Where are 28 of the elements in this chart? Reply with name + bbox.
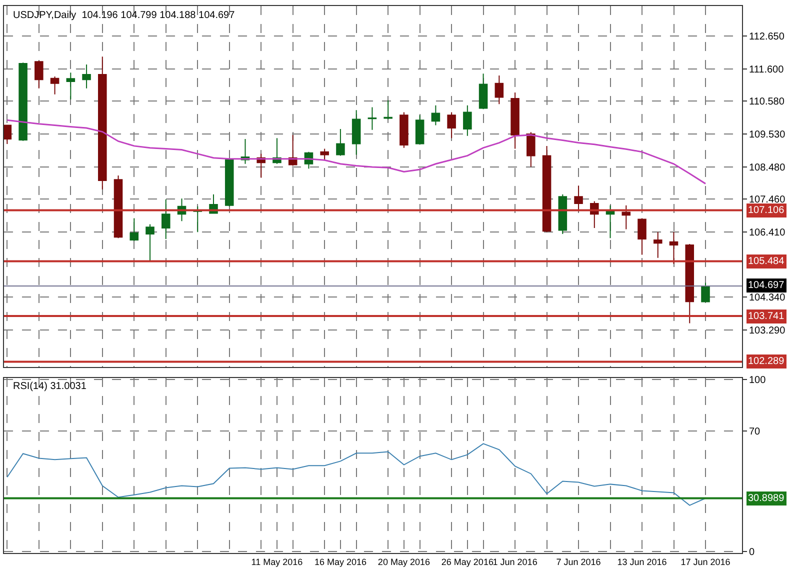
y-tick-label: 111.600 [749, 64, 784, 76]
y-tick-label: 0 [749, 546, 755, 558]
ref-line-label: 105.484 [748, 256, 785, 267]
x-tick-label: 11 May 2016 [251, 556, 303, 567]
ref-line-label: 103.741 [748, 311, 785, 322]
x-tick-label: 16 May 2016 [314, 556, 366, 567]
y-tick-label: 110.580 [749, 96, 785, 108]
x-tick-label: 7 Jun 2016 [556, 556, 601, 567]
y-tick-label: 107.460 [749, 194, 786, 206]
x-tick-label: 13 Jun 2016 [617, 556, 667, 567]
y-tick-label: 112.650 [749, 31, 785, 42]
x-tick-label: 26 May 2016 [441, 556, 494, 567]
y-tick-label: 70 [749, 426, 761, 438]
ref-line-label: 102.289 [748, 356, 785, 367]
y-tick-label: 106.410 [749, 228, 786, 239]
y-tick-label: 103.290 [749, 326, 786, 337]
chart-title: RSI(14) 31.0031 [13, 381, 87, 392]
chart-title: USDJPY,Daily 104.196 104.799 104.188 104.697 [13, 10, 236, 21]
ref-line-label: 107.106 [748, 205, 785, 216]
y-tick-label: 104.340 [749, 292, 786, 304]
x-tick-label: 17 Jun 2016 [680, 556, 730, 567]
y-tick-label: 100 [749, 375, 766, 386]
ref-line-label: 104.697 [748, 280, 785, 291]
ref-line-label: 30.8989 [748, 493, 785, 504]
y-tick-label: 108.480 [749, 162, 786, 174]
y-tick-label: 109.530 [749, 129, 786, 140]
x-tick-label: 1 Jun 2016 [492, 556, 538, 567]
x-tick-label: 20 May 2016 [378, 556, 430, 567]
